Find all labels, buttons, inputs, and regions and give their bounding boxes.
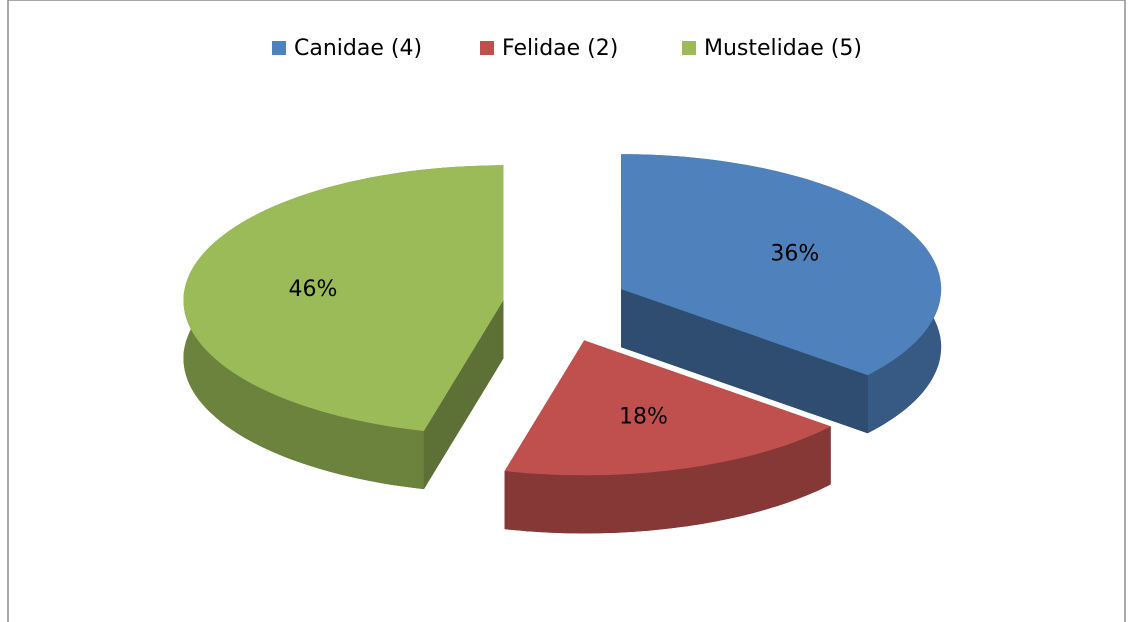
data-label: 18%	[619, 404, 668, 429]
slice	[621, 154, 942, 376]
slice	[504, 340, 831, 476]
data-label: 46%	[289, 277, 338, 302]
legend-swatch	[682, 41, 696, 55]
slice-wall	[621, 289, 868, 434]
legend-label: Canidae (4)	[294, 36, 422, 61]
legend-label: Mustelidae (5)	[704, 36, 862, 61]
slice	[183, 165, 504, 432]
legend-label: Felidae (2)	[502, 36, 618, 61]
data-label: 36%	[770, 242, 819, 267]
slice-side	[504, 426, 831, 534]
legend-swatch	[480, 41, 494, 55]
legend-swatch	[272, 41, 286, 55]
slice-wall	[423, 300, 504, 490]
